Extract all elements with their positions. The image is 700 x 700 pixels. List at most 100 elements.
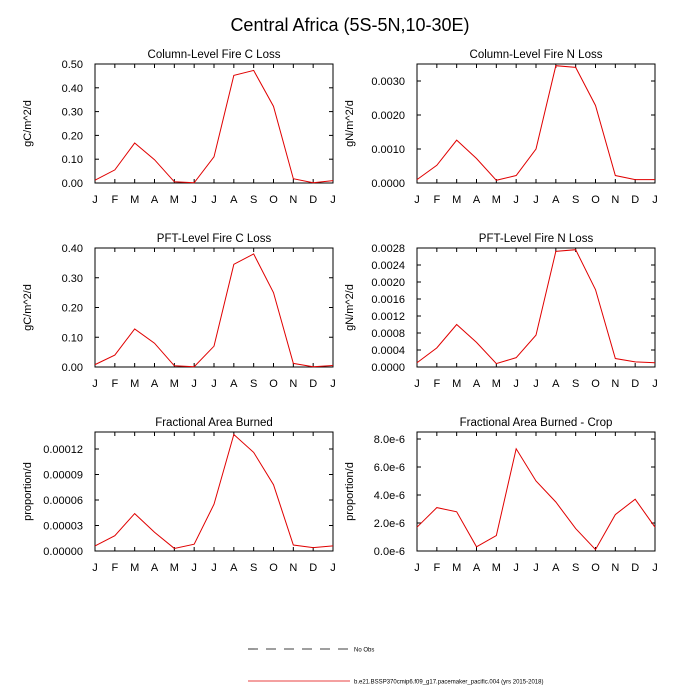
- x-tick-label: D: [309, 194, 317, 206]
- y-tick-label: 0.00009: [43, 470, 83, 482]
- y-tick-label: 2.0e-6: [374, 518, 405, 530]
- panel-title: Fractional Area Burned: [155, 417, 273, 429]
- x-tick-label: N: [289, 562, 297, 574]
- x-tick-label: J: [92, 194, 98, 206]
- y-axis-label: proportion/d: [22, 462, 34, 521]
- x-tick-label: N: [611, 194, 619, 206]
- legend-model-label: b.e21.BSSP370cmip6.f09_g17.pacemaker_pac…: [354, 680, 543, 686]
- x-tick-label: J: [330, 194, 336, 206]
- plot-frame: [416, 431, 656, 552]
- panel-title: PFT-Level Fire C Loss: [157, 233, 272, 245]
- x-tick-label: S: [250, 194, 257, 206]
- y-tick-label: 8.0e-6: [374, 434, 405, 446]
- y-tick-label: 0.10: [62, 332, 83, 344]
- y-tick-label: 0.30: [62, 107, 83, 119]
- series-line: [416, 447, 656, 551]
- y-tick-label: 0.0020: [371, 110, 405, 122]
- x-tick-label: J: [330, 378, 336, 390]
- x-tick-label: O: [591, 378, 600, 390]
- x-tick-label: D: [631, 194, 639, 206]
- x-tick-label: J: [533, 562, 539, 574]
- y-tick-label: 0.50: [62, 59, 83, 71]
- x-tick-label: J: [652, 194, 658, 206]
- y-tick-label: 0.40: [62, 243, 83, 255]
- plot-frame: [94, 63, 334, 184]
- x-tick-label: F: [433, 562, 440, 574]
- x-tick-label: M: [492, 194, 501, 206]
- x-tick-label: J: [533, 378, 539, 390]
- x-tick-label: M: [170, 378, 179, 390]
- y-tick-label: 0.00003: [43, 521, 83, 533]
- x-tick-label: D: [631, 562, 639, 574]
- x-tick-label: J: [414, 194, 420, 206]
- x-tick-label: J: [414, 562, 420, 574]
- x-tick-label: M: [492, 562, 501, 574]
- x-tick-label: M: [130, 562, 139, 574]
- y-tick-label: 0.10: [62, 154, 83, 166]
- y-tick-label: 0.0004: [371, 345, 405, 357]
- x-tick-label: A: [151, 378, 159, 390]
- y-tick-label: 0.0000: [371, 178, 405, 190]
- x-tick-label: J: [330, 562, 336, 574]
- y-tick-label: 0.0028: [371, 243, 405, 255]
- y-tick-label: 0.00006: [43, 495, 83, 507]
- plot-frame: [416, 247, 656, 368]
- x-tick-label: F: [111, 194, 118, 206]
- x-tick-label: J: [414, 378, 420, 390]
- x-tick-label: A: [473, 562, 481, 574]
- y-tick-label: 0.00012: [43, 444, 83, 456]
- x-tick-label: M: [452, 194, 461, 206]
- y-tick-label: 0.0012: [371, 311, 405, 323]
- y-tick-label: 0.0020: [371, 277, 405, 289]
- x-tick-label: J: [191, 562, 197, 574]
- x-tick-label: F: [433, 194, 440, 206]
- x-tick-label: O: [269, 194, 278, 206]
- x-tick-label: A: [473, 378, 481, 390]
- x-tick-label: N: [289, 194, 297, 206]
- x-tick-label: J: [513, 562, 519, 574]
- y-axis-label: proportion/d: [344, 462, 356, 521]
- x-tick-label: J: [92, 562, 98, 574]
- y-tick-label: 0.00: [62, 178, 83, 190]
- y-tick-label: 4.0e-6: [374, 490, 405, 502]
- y-tick-label: 0.00000: [43, 546, 83, 558]
- y-tick-label: 0.30: [62, 273, 83, 285]
- series-line: [416, 65, 655, 181]
- x-tick-label: J: [513, 378, 519, 390]
- y-tick-label: 0.0030: [371, 76, 405, 88]
- panel-title: Fractional Area Burned - Crop: [460, 417, 613, 429]
- x-tick-label: S: [250, 562, 257, 574]
- x-tick-label: J: [652, 378, 658, 390]
- x-tick-label: J: [211, 378, 217, 390]
- x-tick-label: J: [652, 562, 658, 574]
- y-tick-label: 0.0024: [371, 260, 405, 272]
- x-tick-label: A: [552, 194, 560, 206]
- y-tick-label: 0.0016: [371, 294, 405, 306]
- y-axis-label: gN/m^2/d: [344, 100, 356, 147]
- series-line: [416, 249, 656, 365]
- plot-frame: [94, 247, 334, 368]
- series-line: [94, 253, 334, 368]
- plot-frame: [94, 431, 334, 552]
- x-tick-label: N: [611, 378, 619, 390]
- x-tick-label: A: [151, 194, 159, 206]
- x-tick-label: J: [191, 194, 197, 206]
- x-tick-label: M: [170, 562, 179, 574]
- x-tick-label: D: [631, 378, 639, 390]
- plot-frame: [416, 63, 656, 184]
- x-tick-label: S: [250, 378, 257, 390]
- y-tick-label: 6.0e-6: [374, 462, 405, 474]
- x-tick-label: O: [269, 562, 278, 574]
- x-tick-label: D: [309, 562, 317, 574]
- x-tick-label: M: [452, 562, 461, 574]
- x-tick-label: M: [130, 194, 139, 206]
- y-tick-label: 0.0008: [371, 328, 405, 340]
- x-tick-label: M: [170, 194, 179, 206]
- x-tick-label: F: [111, 562, 118, 574]
